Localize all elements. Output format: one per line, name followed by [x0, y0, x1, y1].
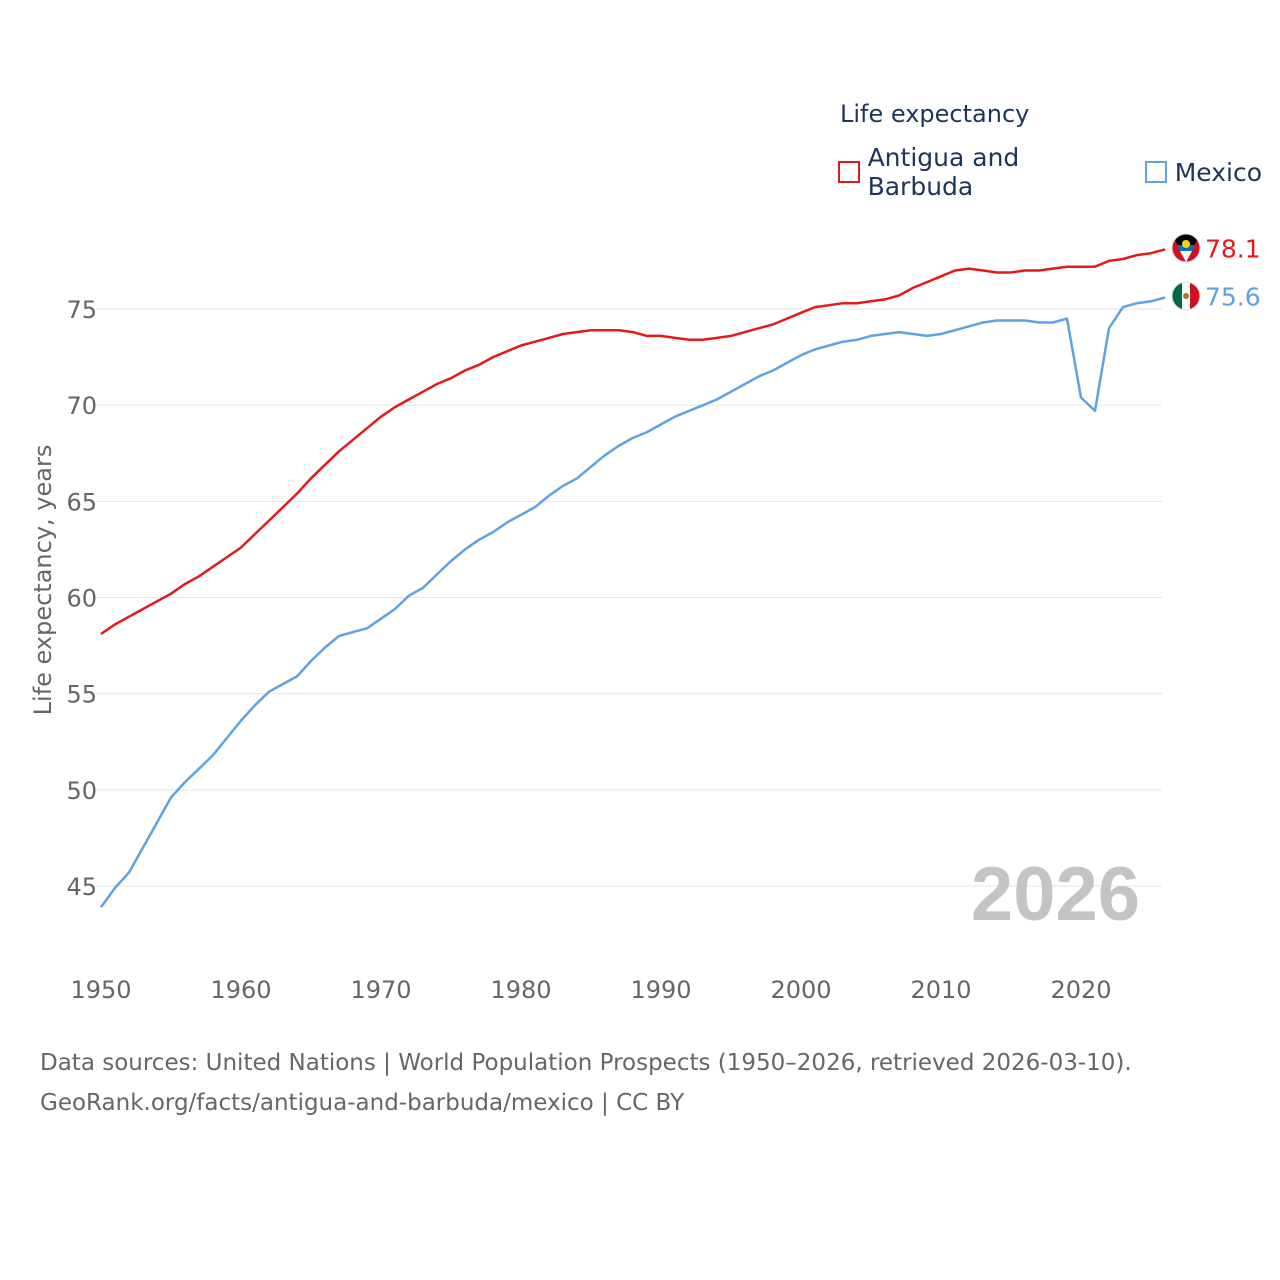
year-watermark: 2026 — [971, 852, 1140, 937]
series-lines — [99, 248, 1166, 908]
y-tick-label: 60 — [66, 585, 97, 613]
x-tick-label: 2010 — [910, 976, 971, 1004]
legend-swatch-mexico — [1144, 161, 1167, 183]
series-end-labels: 78.1 75.6 — [1205, 234, 1261, 311]
x-tick-label: 2020 — [1050, 976, 1111, 1004]
legend: Antigua and Barbuda Mexico — [838, 143, 1280, 201]
y-tick-label: 45 — [66, 873, 97, 901]
x-tick-label: 1990 — [630, 976, 691, 1004]
footer: Data sources: United Nations | World Pop… — [40, 1043, 1132, 1123]
x-tick-label: 1970 — [350, 976, 411, 1004]
y-tick-label: 70 — [66, 392, 97, 420]
x-tick-label: 1980 — [490, 976, 551, 1004]
legend-label-antigua: Antigua and Barbuda — [867, 143, 1020, 201]
x-tick-label: 1960 — [210, 976, 271, 1004]
mexico-flag-icon — [1171, 281, 1201, 311]
end-value-label-mexico: 75.6 — [1205, 282, 1261, 311]
x-tick-label: 2000 — [770, 976, 831, 1004]
legend-label-mexico: Mexico — [1174, 157, 1262, 187]
y-tick-label: 50 — [66, 777, 97, 805]
data-source-text: Data sources: United Nations | World Pop… — [40, 1050, 1132, 1076]
source-link-text[interactable]: GeoRank.org/facts/antigua-and-barbuda/me… — [40, 1090, 685, 1116]
series-end-markers — [1171, 233, 1201, 311]
y-tick-label: 55 — [66, 681, 97, 709]
series-line-antigua[interactable] — [100, 248, 1166, 636]
antigua-flag-icon — [1171, 233, 1201, 263]
legend-swatch-antigua — [838, 161, 860, 183]
legend-title: Life expectancy — [840, 100, 1030, 128]
legend-item-antigua[interactable]: Antigua and Barbuda — [838, 143, 1127, 201]
x-tick-label: 1950 — [70, 976, 131, 1004]
legend-item-mexico[interactable]: Mexico — [1144, 157, 1262, 187]
grid-lines — [95, 308, 1162, 887]
end-value-label-antigua: 78.1 — [1205, 234, 1261, 263]
x-tick-labels: 1950 1960 1970 1980 1990 2000 2010 2020 — [70, 976, 1111, 1004]
y-tick-label: 75 — [66, 296, 97, 324]
y-axis-label: Life expectancy, years — [29, 445, 57, 716]
y-tick-labels: 45 50 55 60 65 70 75 — [66, 296, 97, 901]
y-tick-label: 65 — [66, 488, 97, 516]
life-expectancy-chart: 45 50 55 60 65 70 75 1950 1960 1970 1980 1990 2000 2… — [29, 233, 1261, 1004]
series-line-mexico[interactable] — [99, 296, 1166, 908]
